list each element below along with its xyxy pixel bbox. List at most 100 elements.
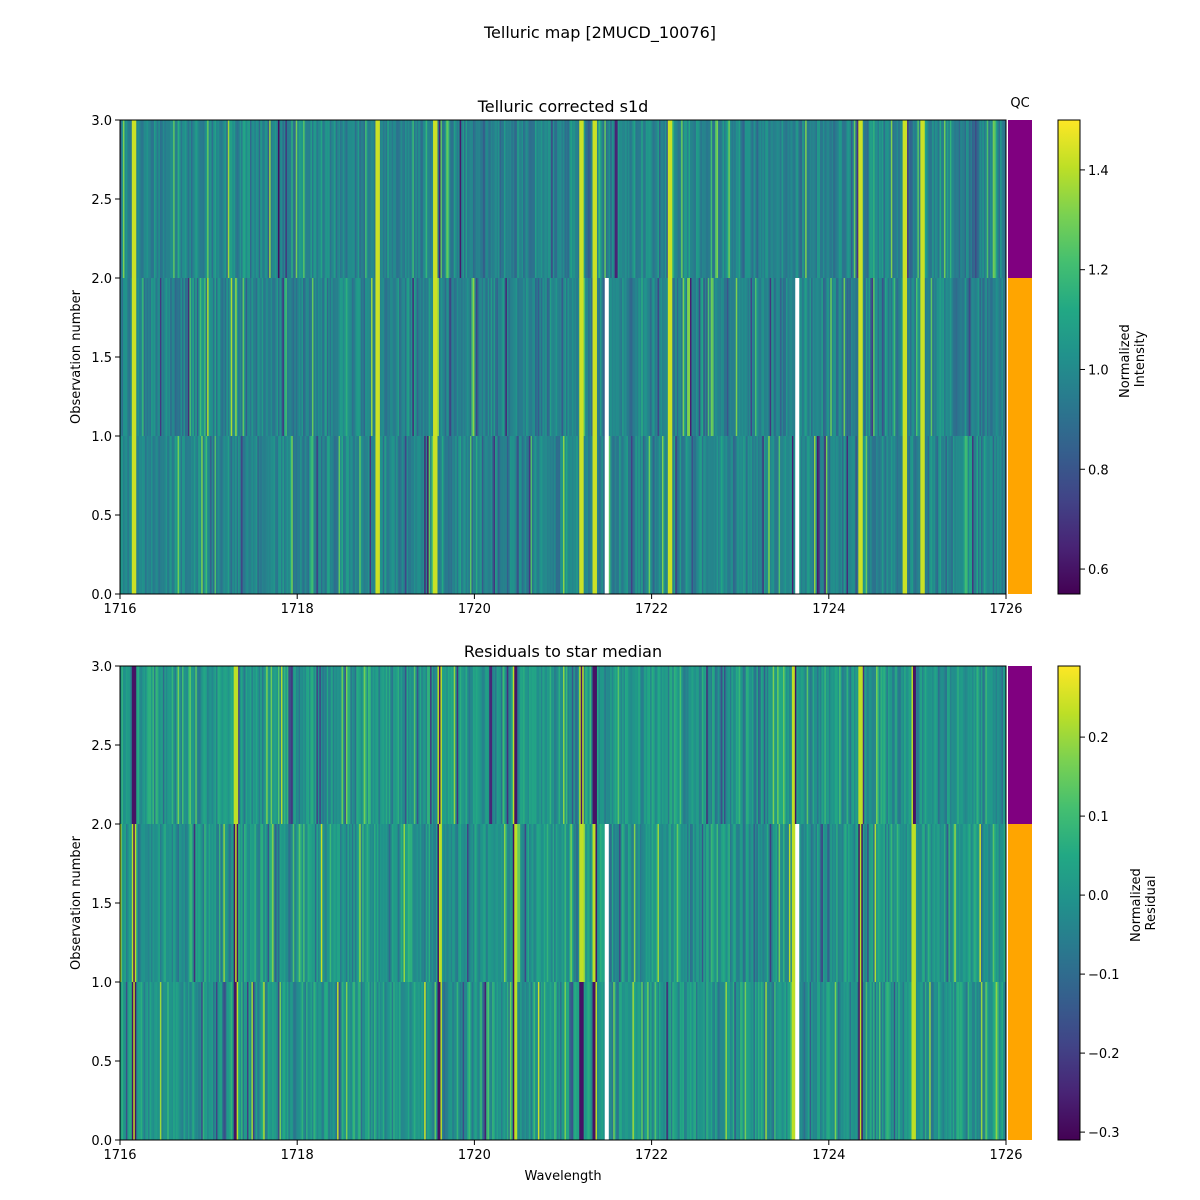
- heatmap-cell: [272, 120, 274, 278]
- heatmap-cell: [802, 278, 805, 436]
- heatmap-cell: [630, 278, 633, 436]
- heatmap-cell: [478, 666, 481, 824]
- heatmap-cell: [486, 278, 489, 436]
- heatmap-cell: [139, 278, 142, 436]
- heatmap-cell: [412, 436, 415, 594]
- heatmap-cell: [620, 824, 623, 982]
- heatmap-cell: [342, 982, 345, 1140]
- heatmap-cell: [143, 120, 146, 278]
- heatmap-cell: [998, 436, 1001, 594]
- heatmap-cell: [399, 982, 401, 1140]
- heatmap-cell: [266, 436, 269, 594]
- heatmap-cell: [716, 982, 719, 1140]
- heatmap-cell: [536, 120, 539, 278]
- heatmap-cell: [905, 666, 908, 824]
- heatmap-cell: [471, 824, 474, 982]
- heatmap-cell: [899, 666, 902, 824]
- heatmap-cell: [865, 436, 868, 594]
- heatmap-cell: [571, 982, 574, 1140]
- heatmap-cell: [152, 436, 155, 594]
- heatmap-cell: [728, 278, 731, 436]
- heatmap-cell: [509, 120, 512, 278]
- heatmap-cell: [901, 666, 904, 824]
- heatmap-cell: [876, 982, 878, 1140]
- heatmap-cell: [495, 278, 497, 436]
- heatmap-cell: [592, 666, 595, 824]
- heatmap-cell: [381, 824, 384, 982]
- heatmap-cell: [128, 666, 131, 824]
- heatmap-cell: [266, 666, 269, 824]
- heatmap-cell: [179, 824, 181, 982]
- heatmap-cell: [385, 436, 388, 594]
- heatmap-cell: [244, 824, 246, 982]
- heatmap-cell: [781, 278, 784, 436]
- heatmap-cell: [828, 666, 831, 824]
- heatmap-cell: [121, 436, 124, 594]
- heatmap-cell: [929, 120, 932, 278]
- heatmap-cell: [481, 666, 484, 824]
- heatmap-cell: [301, 982, 304, 1140]
- heatmap-cell: [282, 436, 285, 594]
- heatmap-cell: [582, 666, 585, 824]
- heatmap-cell: [249, 436, 252, 594]
- heatmap-cell: [886, 824, 889, 982]
- heatmap-cell: [938, 982, 940, 1140]
- qc-cell: [1008, 120, 1032, 278]
- heatmap-cell: [676, 120, 679, 278]
- heatmap-cell: [232, 436, 235, 594]
- heatmap-cell: [531, 436, 534, 594]
- heatmap-cell: [613, 982, 616, 1140]
- heatmap-cell: [213, 666, 215, 824]
- heatmap-cell: [588, 278, 590, 436]
- heatmap-cell: [765, 666, 768, 824]
- heatmap-cell: [669, 982, 672, 1140]
- heatmap-cell: [438, 666, 441, 824]
- heatmap-cell: [545, 982, 548, 1140]
- heatmap-cell: [373, 666, 376, 824]
- heatmap-cell: [579, 666, 582, 824]
- heatmap-cell: [849, 120, 852, 278]
- heatmap-cell: [951, 982, 954, 1140]
- heatmap-cell: [298, 436, 301, 594]
- heatmap-cell: [131, 436, 134, 594]
- heatmap-cell: [924, 278, 927, 436]
- heatmap-cell: [992, 824, 995, 982]
- heatmap-cell: [558, 824, 561, 982]
- heatmap-cell: [198, 436, 201, 594]
- heatmap-cell: [571, 824, 574, 982]
- heatmap-cell: [316, 278, 319, 436]
- heatmap-cell: [286, 824, 289, 982]
- heatmap-cell: [322, 824, 325, 982]
- heatmap-cell: [915, 436, 918, 594]
- heatmap-cell: [954, 436, 957, 594]
- heatmap-cell: [722, 436, 725, 594]
- heatmap-cell: [774, 666, 777, 824]
- heatmap-cell: [443, 824, 446, 982]
- heatmap-cell: [902, 278, 905, 436]
- heatmap-cell: [596, 824, 599, 982]
- heatmap-cell: [713, 666, 716, 824]
- heatmap-cell: [969, 824, 971, 982]
- heatmap-cell: [320, 436, 323, 594]
- heatmap-cell: [248, 824, 251, 982]
- heatmap-cell: [819, 278, 822, 436]
- heatmap-cell: [444, 982, 447, 1140]
- heatmap-cell: [199, 982, 202, 1140]
- heatmap-cell: [734, 824, 737, 982]
- heatmap-cell: [498, 278, 500, 436]
- heatmap-cell: [319, 436, 322, 594]
- heatmap-cell: [351, 824, 354, 982]
- heatmap-cell: [211, 982, 214, 1140]
- heatmap-cell: [988, 436, 991, 594]
- heatmap-cell: [689, 982, 692, 1140]
- heatmap-cell: [508, 824, 511, 982]
- heatmap-cell: [472, 120, 475, 278]
- heatmap-cell: [526, 982, 528, 1140]
- heatmap-cell: [629, 436, 632, 594]
- heatmap-cell: [679, 120, 682, 278]
- heatmap-cell: [551, 824, 554, 982]
- heatmap-cell: [362, 120, 365, 278]
- heatmap-cell: [837, 824, 840, 982]
- heatmap-cell: [301, 666, 304, 824]
- heatmap-cell: [151, 982, 153, 1140]
